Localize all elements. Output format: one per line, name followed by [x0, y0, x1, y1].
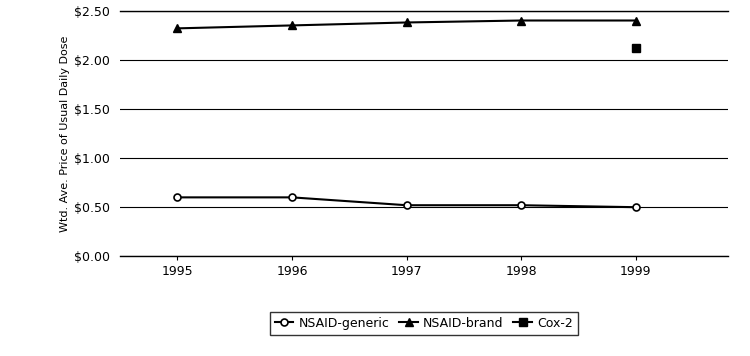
NSAID-brand	[517, 19, 526, 23]
NSAID-generic	[517, 203, 526, 207]
NSAID-brand	[287, 23, 296, 27]
Legend: NSAID-generic, NSAID-brand, Cox-2: NSAID-generic, NSAID-brand, Cox-2	[269, 312, 578, 335]
NSAID-brand	[632, 19, 640, 23]
Line: NSAID-generic: NSAID-generic	[174, 194, 639, 211]
NSAID-brand	[172, 26, 182, 31]
NSAID-generic	[287, 195, 296, 199]
Line: NSAID-brand: NSAID-brand	[173, 16, 640, 32]
NSAID-generic	[402, 203, 411, 207]
NSAID-generic	[632, 205, 640, 209]
NSAID-brand	[402, 20, 411, 25]
NSAID-generic	[172, 195, 182, 199]
Y-axis label: Wtd. Ave. Price of Usual Daily Dose: Wtd. Ave. Price of Usual Daily Dose	[60, 35, 70, 232]
